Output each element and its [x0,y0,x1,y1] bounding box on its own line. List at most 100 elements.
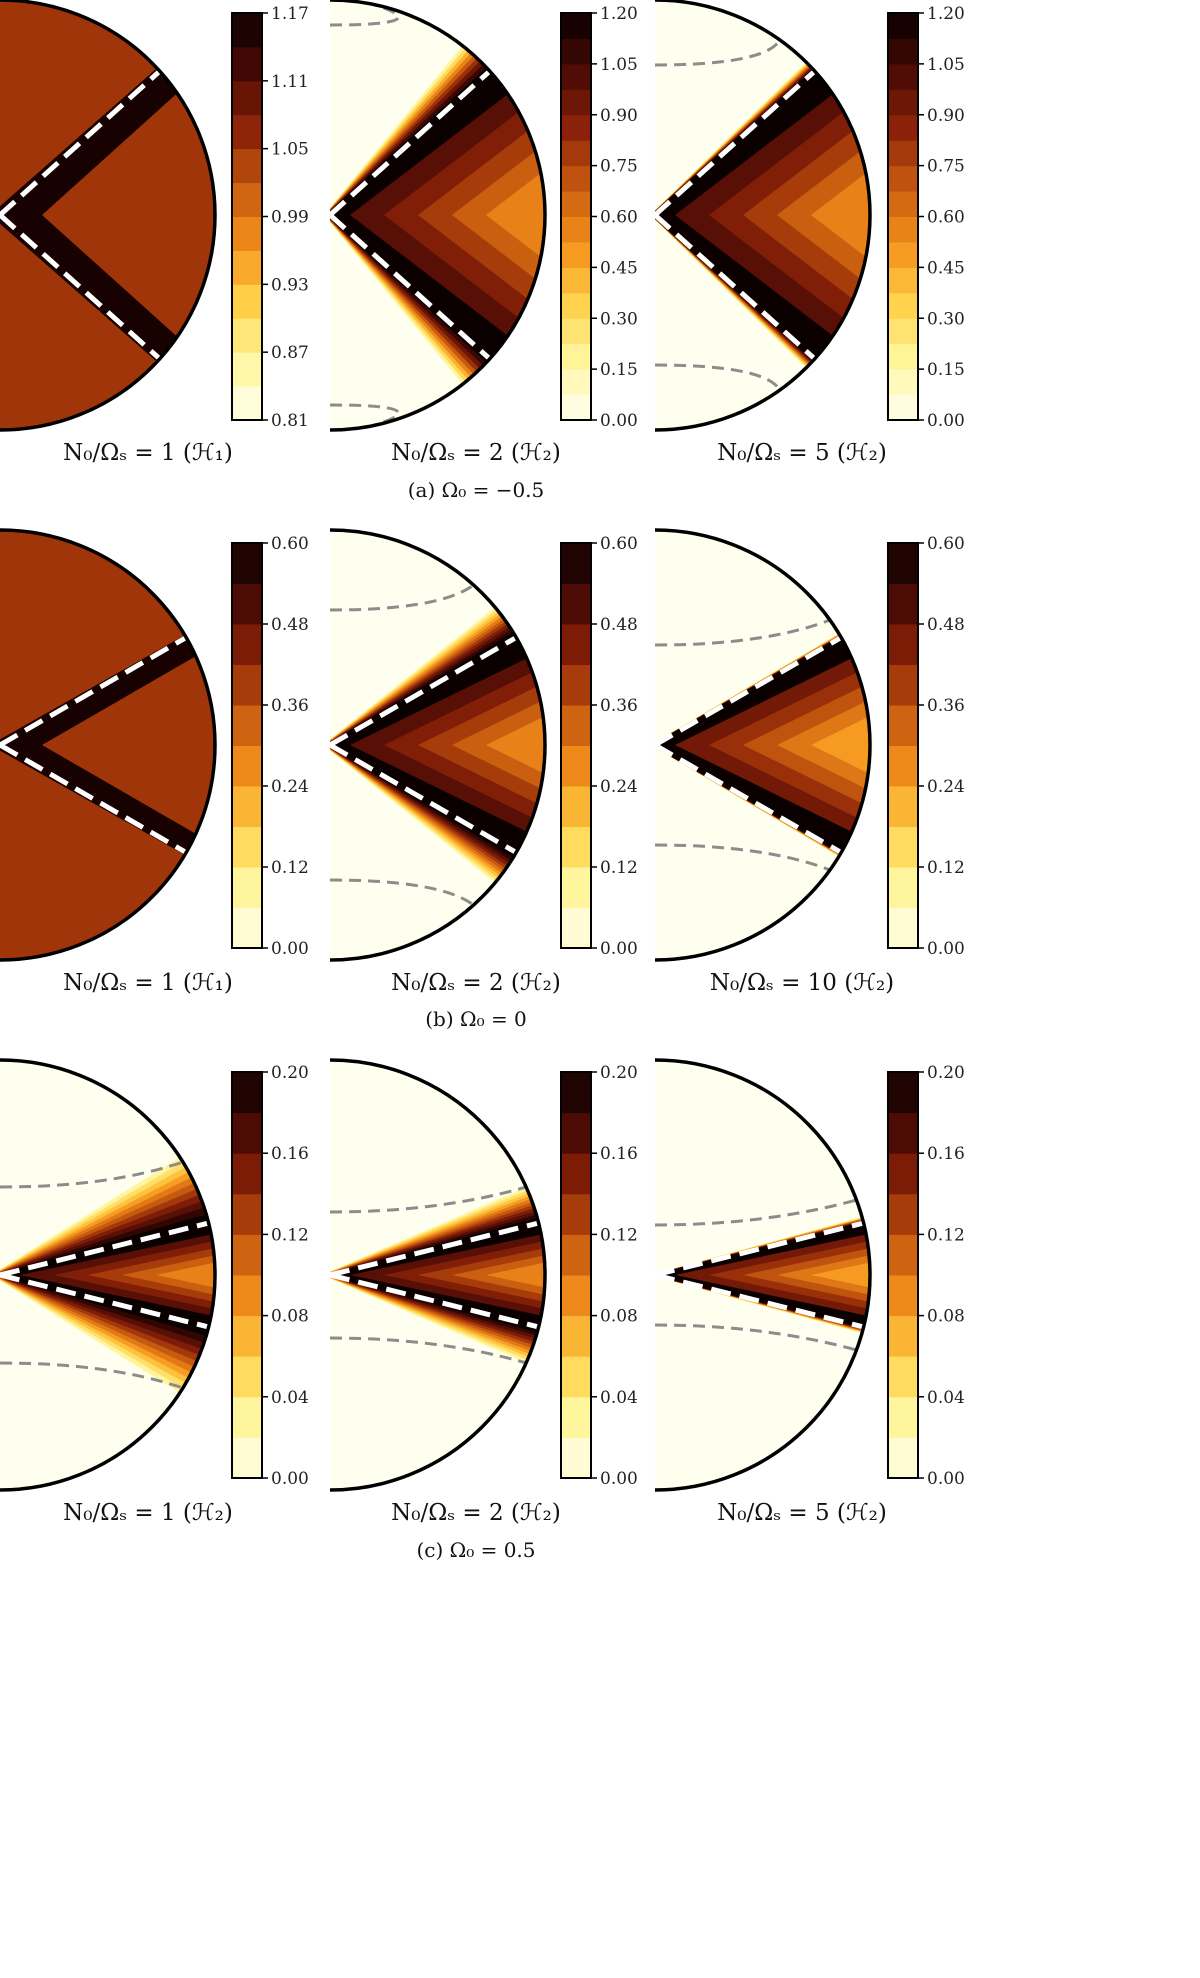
colorbar-tick-label: 0.12 [271,858,309,878]
colorbar-tick-label: 0.93 [271,275,309,295]
colorbar-level [888,867,918,908]
colorbar-level [232,250,262,285]
colorbar-tick-label: 0.48 [927,615,965,635]
colorbar-tick-label: 0.24 [927,777,965,797]
colorbar-level [561,114,591,141]
colorbar-level [561,1356,591,1398]
contour-core [811,711,870,779]
colorbar-tick-label: 0.90 [600,106,638,126]
colorbar-tick-label: 0.20 [927,1063,965,1083]
colorbar-level [232,114,262,150]
domain-outline [329,0,547,432]
characteristic-line [330,66,495,217]
colorbar-level [888,583,918,625]
contour-field [0,1060,215,1490]
colorbar-level [232,705,262,746]
colorbar-tick-label: 0.30 [927,309,965,329]
colorbar-level [232,13,262,48]
panel-caption: N₀/Ωₛ = 2 (ℋ₂) [391,440,561,466]
colorbar-level [232,624,262,665]
boundary-curve [330,1336,527,1365]
colorbar-level [888,1356,918,1398]
colorbar-level [888,13,918,39]
colorbar-tick-label: 0.00 [927,411,965,431]
colorbar-level [232,664,262,706]
colorbar-level [888,907,918,949]
colorbar-level [561,1396,591,1438]
panel-caption: N₀/Ωₛ = 2 (ℋ₂) [391,1500,561,1526]
colorbar-tick-label: 1.05 [600,55,638,75]
colorbar: 0.00 0.15 0.30 0.45 0.60 0.75 0.90 1.05 1.20 [887,4,965,431]
colorbar-tick-label: 0.12 [600,858,638,878]
colorbar-level [561,13,591,39]
panel-p2_1: 0.00 0.04 0.08 0.12 0.16 0.20 N₀/Ωₛ = 2 (ℋ₂) [329,1058,638,1526]
colorbar-level [561,1275,591,1317]
colorbar-level [232,352,262,387]
colorbar-level [888,1153,918,1195]
colorbar-tick-label: 1.20 [927,4,965,24]
colorbar-level [561,216,591,243]
characteristic-line [330,213,495,364]
colorbar-level [888,267,918,294]
characteristic-line [0,742,192,857]
domain-outline [0,0,217,432]
domain-outline [0,528,217,962]
colorbar-level [561,624,591,665]
contour-core [486,711,545,779]
colorbar-level [888,624,918,665]
characteristic-line [655,66,820,217]
colorbar-tick-label: 0.16 [600,1144,638,1164]
boundary-curve [655,843,831,872]
colorbar-level [232,1112,262,1154]
colorbar-tick-label: 1.20 [600,4,638,24]
domain-outline [0,1058,217,1492]
colorbar-level [561,867,591,908]
contour-core [811,1260,870,1290]
colorbar-tick-label: 1.05 [927,55,965,75]
colorbar-tick-label: 1.11 [271,72,309,92]
boundary-curve [0,1160,184,1189]
colorbar-level [232,1437,262,1479]
colorbar-level [561,343,591,370]
colorbar-frame [560,1071,592,1479]
characteristic-line [330,1219,544,1278]
row-caption: (c) Ω₀ = 0.5 [416,1538,535,1562]
colorbar-level [888,114,918,141]
colorbar-tick-label: 0.20 [600,1063,638,1083]
colorbar-tick-label: 0.24 [600,777,638,797]
panel-caption: N₀/Ωₛ = 1 (ℋ₁) [63,970,233,996]
colorbar-level [561,267,591,294]
colorbar-level [561,38,591,65]
colorbar-level [561,907,591,949]
colorbar-tick-label: 0.99 [271,208,309,228]
characteristic-line [655,213,820,364]
colorbar-level [561,89,591,116]
colorbar-level [561,1153,591,1195]
colorbar-level [888,216,918,243]
colorbar-level [561,241,591,268]
colorbar-tick-label: 0.08 [927,1307,965,1327]
colorbar-level [888,89,918,116]
characteristic-line [0,66,165,217]
colorbar-tick-label: 0.45 [600,258,638,278]
colorbar-tick-label: 0.12 [271,1225,309,1245]
colorbar-tick-label: 0.60 [600,208,638,228]
colorbar-level [232,543,262,584]
domain-outline [654,0,872,432]
colorbar-level [561,318,591,345]
colorbar-level [888,1072,918,1114]
colorbar-tick-label: 0.16 [927,1144,965,1164]
boundary-curve [330,1185,527,1214]
colorbar-tick-label: 0.00 [271,939,309,959]
colorbar-level [888,705,918,746]
colorbar-level [561,1234,591,1276]
colorbar-level [561,786,591,827]
colorbar-level [888,241,918,268]
colorbar-level [888,140,918,167]
colorbar-level [888,165,918,192]
colorbar-level [888,1437,918,1479]
colorbar-level [561,826,591,868]
colorbar-tick-label: 0.08 [600,1307,638,1327]
domain-outline [329,1058,547,1492]
panel-p2_0: 0.00 0.04 0.08 0.12 0.16 0.20 N₀/Ωₛ = 1 (ℋ₂) [0,1058,309,1526]
